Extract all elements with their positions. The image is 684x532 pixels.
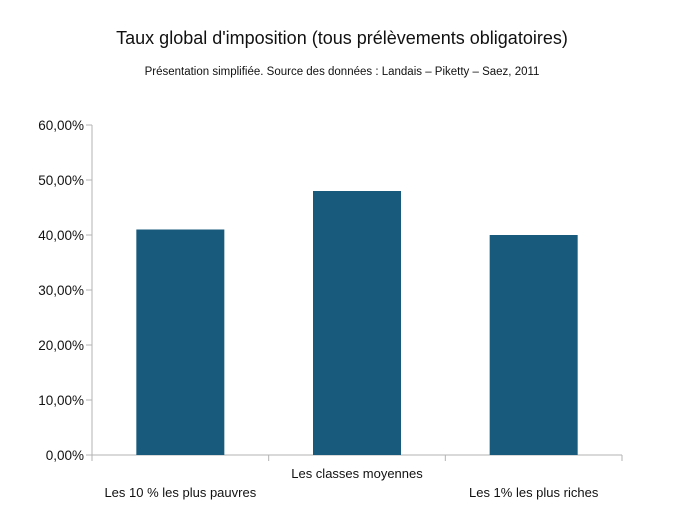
bar: [313, 191, 401, 455]
y-tick-label: 20,00%: [38, 338, 84, 353]
y-tick-label: 30,00%: [38, 283, 84, 298]
y-tick-label: 50,00%: [38, 173, 84, 188]
bar: [136, 229, 225, 455]
y-tick-label: 60,00%: [38, 118, 84, 133]
category-label: Les 1% les plus riches: [469, 485, 599, 500]
category-label: Les 10 % les plus pauvres: [104, 485, 256, 500]
y-tick-label: 40,00%: [38, 228, 84, 243]
category-label: Les classes moyennes: [291, 466, 423, 481]
y-tick-label: 0,00%: [46, 448, 84, 463]
bar: [489, 235, 578, 455]
chart-subtitle: Présentation simplifiée. Source des donn…: [144, 66, 540, 78]
chart-title: Taux global d'imposition (tous prélèveme…: [116, 28, 568, 48]
y-tick-label: 10,00%: [38, 393, 84, 408]
